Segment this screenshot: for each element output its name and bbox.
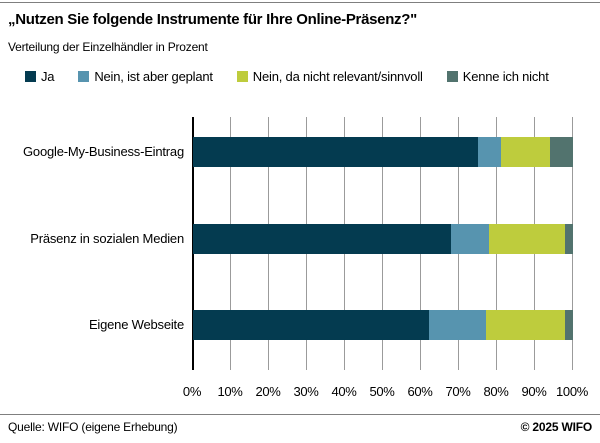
x-tick-label: 30% <box>293 384 319 399</box>
x-tick-label: 0% <box>182 384 202 399</box>
legend-label: Ja <box>41 69 55 84</box>
x-tick-label: 50% <box>369 384 395 399</box>
legend-item: Nein, da nicht relevant/sinnvoll <box>236 69 423 84</box>
bar-segment <box>193 223 452 254</box>
legend-swatch-icon <box>78 71 90 82</box>
legend-item: Ja <box>25 69 55 84</box>
legend-label: Kenne ich nicht <box>462 69 549 84</box>
legend-label: Nein, ist aber geplant <box>94 69 213 84</box>
chart-title: „Nutzen Sie folgende Instrumente für Ihr… <box>8 11 417 28</box>
chart-subtitle: Verteilung der Einzelhändler in Prozent <box>8 40 208 54</box>
stacked-bar <box>193 310 573 340</box>
x-tick-label: 10% <box>217 384 243 399</box>
legend-swatch-icon <box>25 71 36 82</box>
stacked-bar <box>193 223 573 254</box>
legend-item: Nein, ist aber geplant <box>78 69 213 84</box>
footer-rule <box>0 414 600 415</box>
stacked-bar <box>193 137 573 167</box>
legend: Ja Nein, ist aber geplant Nein, da nicht r… <box>25 69 549 84</box>
bar-segment <box>565 223 573 254</box>
x-tick-label: 60% <box>407 384 433 399</box>
category-label: Google-My-Business-Eintrag <box>23 144 184 159</box>
bar-segment <box>550 137 573 167</box>
legend-swatch-icon <box>236 71 248 82</box>
category-label: Präsenz in sozialen Medien <box>30 230 184 246</box>
x-tick-label: 70% <box>445 384 471 399</box>
bar-segment <box>565 310 573 340</box>
x-tick-label: 80% <box>483 384 509 399</box>
x-tick-label: 100% <box>555 384 589 399</box>
x-tick-label: 90% <box>521 384 547 399</box>
legend-item: Kenne ich nicht <box>446 69 549 84</box>
category-label: Eigene Webseite <box>88 317 184 332</box>
bar-segment <box>485 310 566 340</box>
bar-segment <box>193 310 429 340</box>
bar-segment <box>500 137 551 167</box>
legend-label: Nein, da nicht relevant/sinnvoll <box>252 69 423 84</box>
bar-segment <box>428 310 486 340</box>
x-axis: 0% 10% 20% 30% 40% 50% 60% 70% 80% 90% 100% <box>183 384 588 402</box>
bar-segment <box>193 137 478 167</box>
footer-source: Quelle: WIFO (eigene Erhebung) <box>8 420 178 434</box>
footer-copyright: © 2025 WIFO <box>520 420 593 434</box>
bar-segment <box>451 223 490 254</box>
bar-segment <box>489 223 566 254</box>
bar-segment <box>478 137 501 167</box>
x-tick-label: 40% <box>331 384 357 399</box>
top-rule <box>0 2 600 3</box>
x-tick-label: 20% <box>255 384 281 399</box>
plot-area <box>192 117 573 370</box>
legend-swatch-icon <box>446 71 458 82</box>
